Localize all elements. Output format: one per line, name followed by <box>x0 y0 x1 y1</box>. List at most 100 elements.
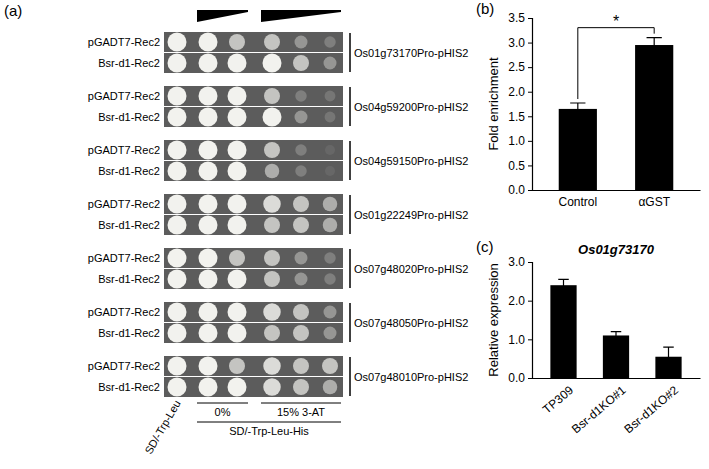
x-tick-label: TP309 <box>540 383 576 417</box>
yeast-spot <box>168 108 187 127</box>
strain-label: Bsr-d1-Rec2 <box>98 327 160 339</box>
construct-label: Os07g48050Pro-pHIS2 <box>354 317 468 329</box>
y-tick-label: 0.5 <box>508 159 525 173</box>
construct-group: pGADT7-Rec2Bsr-d1-Rec2Os01g73170Pro-pHIS… <box>88 32 469 73</box>
construct-bracket <box>349 303 351 342</box>
construct-group: pGADT7-Rec2Bsr-d1-Rec2Os01g22249Pro-pHIS… <box>88 194 469 235</box>
significance-bracket <box>578 28 654 99</box>
strain-label: Bsr-d1-Rec2 <box>98 111 160 123</box>
yeast-spot <box>263 54 282 73</box>
yeast-spot <box>199 249 218 268</box>
yeast-spot <box>168 378 187 397</box>
y-tick: 3.5 <box>508 11 532 25</box>
construct-group: pGADT7-Rec2Bsr-d1-Rec2Os07g48020Pro-pHIS… <box>88 248 469 289</box>
strain-label: Bsr-d1-Rec2 <box>98 381 160 393</box>
y-tick-mark <box>528 301 532 302</box>
y-tick-label: 2.5 <box>508 60 525 74</box>
construct-group: pGADT7-Rec2Bsr-d1-Rec2Os04g59150Pro-pHIS… <box>88 140 469 181</box>
yeast-spot <box>325 112 336 123</box>
plate-strip <box>164 248 343 268</box>
strain-label: Bsr-d1-Rec2 <box>98 165 160 177</box>
strain-label: Bsr-d1-Rec2 <box>98 57 160 69</box>
condition-line <box>261 403 341 404</box>
yeast-spot <box>263 357 281 375</box>
yeast-spot <box>199 108 218 127</box>
condition-label: 15% 3-AT <box>277 406 325 418</box>
yeast-spot <box>199 270 218 289</box>
bar <box>550 285 576 378</box>
y-tick-label: 3.0 <box>508 36 525 50</box>
x-tick: αGST <box>638 190 670 209</box>
error-bar <box>570 103 585 115</box>
yeast-spot <box>168 249 187 268</box>
error-bar <box>558 279 569 291</box>
plate-strip <box>164 107 343 127</box>
yeast-spot <box>325 145 335 155</box>
yeast-spot <box>295 165 307 177</box>
y-axis: 0.01.02.03.0 <box>508 255 532 385</box>
panel-label: (b) <box>476 0 494 17</box>
plate-strip <box>164 86 343 106</box>
y-axis-line <box>528 263 533 379</box>
yeast-spot <box>199 303 218 322</box>
chart: (c)Os01g731700.01.02.03.0TP309Bsr-d1KO#1… <box>476 238 701 436</box>
y-tick: 2.0 <box>508 85 532 99</box>
y-tick-mark <box>528 262 532 263</box>
yeast-spot <box>199 378 218 397</box>
yeast-spot <box>324 57 337 70</box>
yeast-spot <box>264 250 280 266</box>
strain-label: pGADT7-Rec2 <box>88 198 160 210</box>
plate-strip <box>164 140 343 160</box>
yeast-spot <box>228 195 247 214</box>
y-tick: 1.5 <box>508 110 532 124</box>
plate-strip <box>164 161 343 181</box>
construct-group: pGADT7-Rec2Bsr-d1-Rec2Os07g48010Pro-pHIS… <box>88 356 469 397</box>
x-tick: Control <box>558 190 597 209</box>
yeast-spot <box>293 304 309 320</box>
yeast-spot <box>323 197 338 212</box>
yeast-spot <box>199 357 218 376</box>
yeast-spot <box>199 195 218 214</box>
yeast-spot <box>263 378 281 396</box>
construct-group: pGADT7-Rec2Bsr-d1-Rec2Os07g48050Pro-pHIS… <box>88 302 469 343</box>
bar <box>603 335 629 378</box>
yeast-spot <box>168 162 187 181</box>
y-tick: 2.5 <box>508 60 532 74</box>
yeast-spot <box>228 378 247 397</box>
yeast-spot <box>295 111 308 124</box>
yeast-spot <box>168 324 187 343</box>
medium-label: SD/-Trp-Leu-His <box>229 425 309 437</box>
yeast-spot <box>168 141 187 160</box>
construct-label: Os07g48010Pro-pHIS2 <box>354 371 468 383</box>
yeast-spot <box>168 270 187 289</box>
construct-bracket <box>349 33 351 72</box>
error-bar <box>663 347 674 366</box>
chart-title: Os01g73170 <box>578 242 655 257</box>
construct-bracket <box>349 195 351 234</box>
dilution-wedge <box>261 10 341 22</box>
x-tick: TP309 <box>540 378 576 417</box>
yeast-spot <box>322 358 338 374</box>
yeast-spot <box>263 195 281 213</box>
yeast-spot <box>228 324 247 343</box>
x-tick-label: Bsr-d1KO#1 <box>569 383 629 436</box>
y-axis-title: Fold enrichment <box>486 57 501 151</box>
yeast-spot <box>199 324 218 343</box>
construct-bracket <box>349 249 351 288</box>
x-tick: Bsr-d1KO#1 <box>569 378 629 436</box>
error-bar <box>611 332 622 340</box>
panel-label: (c) <box>476 238 494 255</box>
y-tick-label: 0.0 <box>508 371 525 385</box>
y-tick-mark <box>528 18 532 19</box>
yeast-spot <box>295 144 307 156</box>
plate-strip <box>164 269 343 289</box>
y-axis-line <box>528 19 533 191</box>
yeast-spot <box>324 273 336 285</box>
strain-label: Bsr-d1-Rec2 <box>98 273 160 285</box>
x-axis: TP309Bsr-d1KO#1Bsr-d1KO#2 <box>533 378 701 436</box>
y-tick-mark <box>528 92 532 93</box>
plot-area <box>559 38 674 190</box>
yeast-spot <box>265 164 280 179</box>
plate-strip <box>164 323 343 343</box>
y-tick-label: 2.0 <box>508 85 525 99</box>
